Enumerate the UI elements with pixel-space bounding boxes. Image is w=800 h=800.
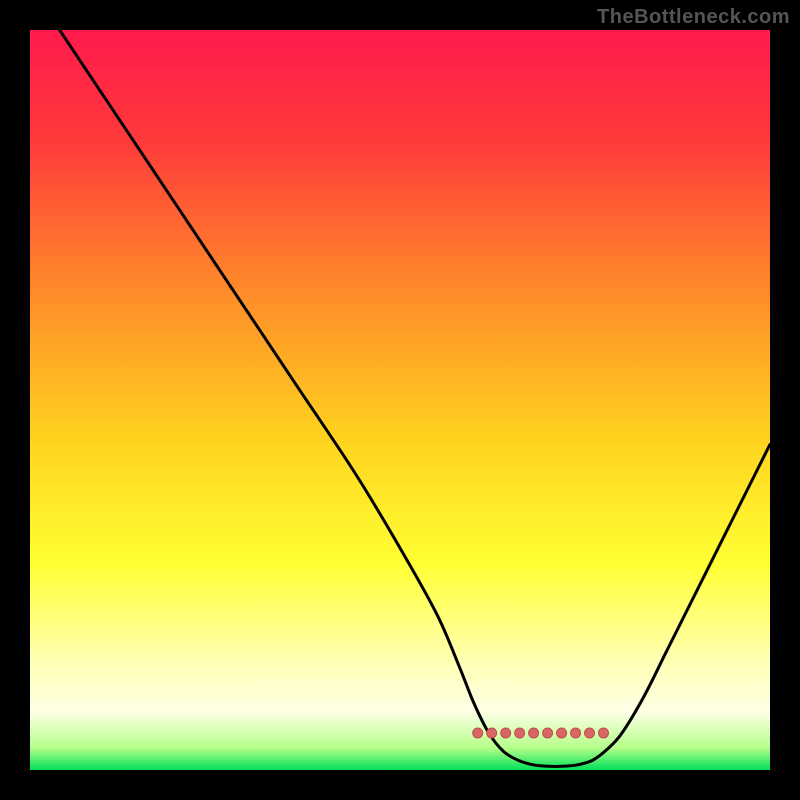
watermark-text: TheBottleneck.com	[597, 6, 790, 29]
marker-dot	[501, 728, 511, 738]
marker-dot	[529, 728, 539, 738]
marker-dot	[557, 728, 567, 738]
plot-background	[30, 30, 770, 770]
marker-dot	[487, 728, 497, 738]
marker-dot	[585, 728, 595, 738]
marker-dot	[599, 728, 609, 738]
marker-dot	[543, 728, 553, 738]
bottleneck-curve-chart	[0, 0, 800, 800]
marker-dot	[473, 728, 483, 738]
marker-dot	[515, 728, 525, 738]
chart-container: TheBottleneck.com	[0, 0, 800, 800]
marker-dot	[571, 728, 581, 738]
